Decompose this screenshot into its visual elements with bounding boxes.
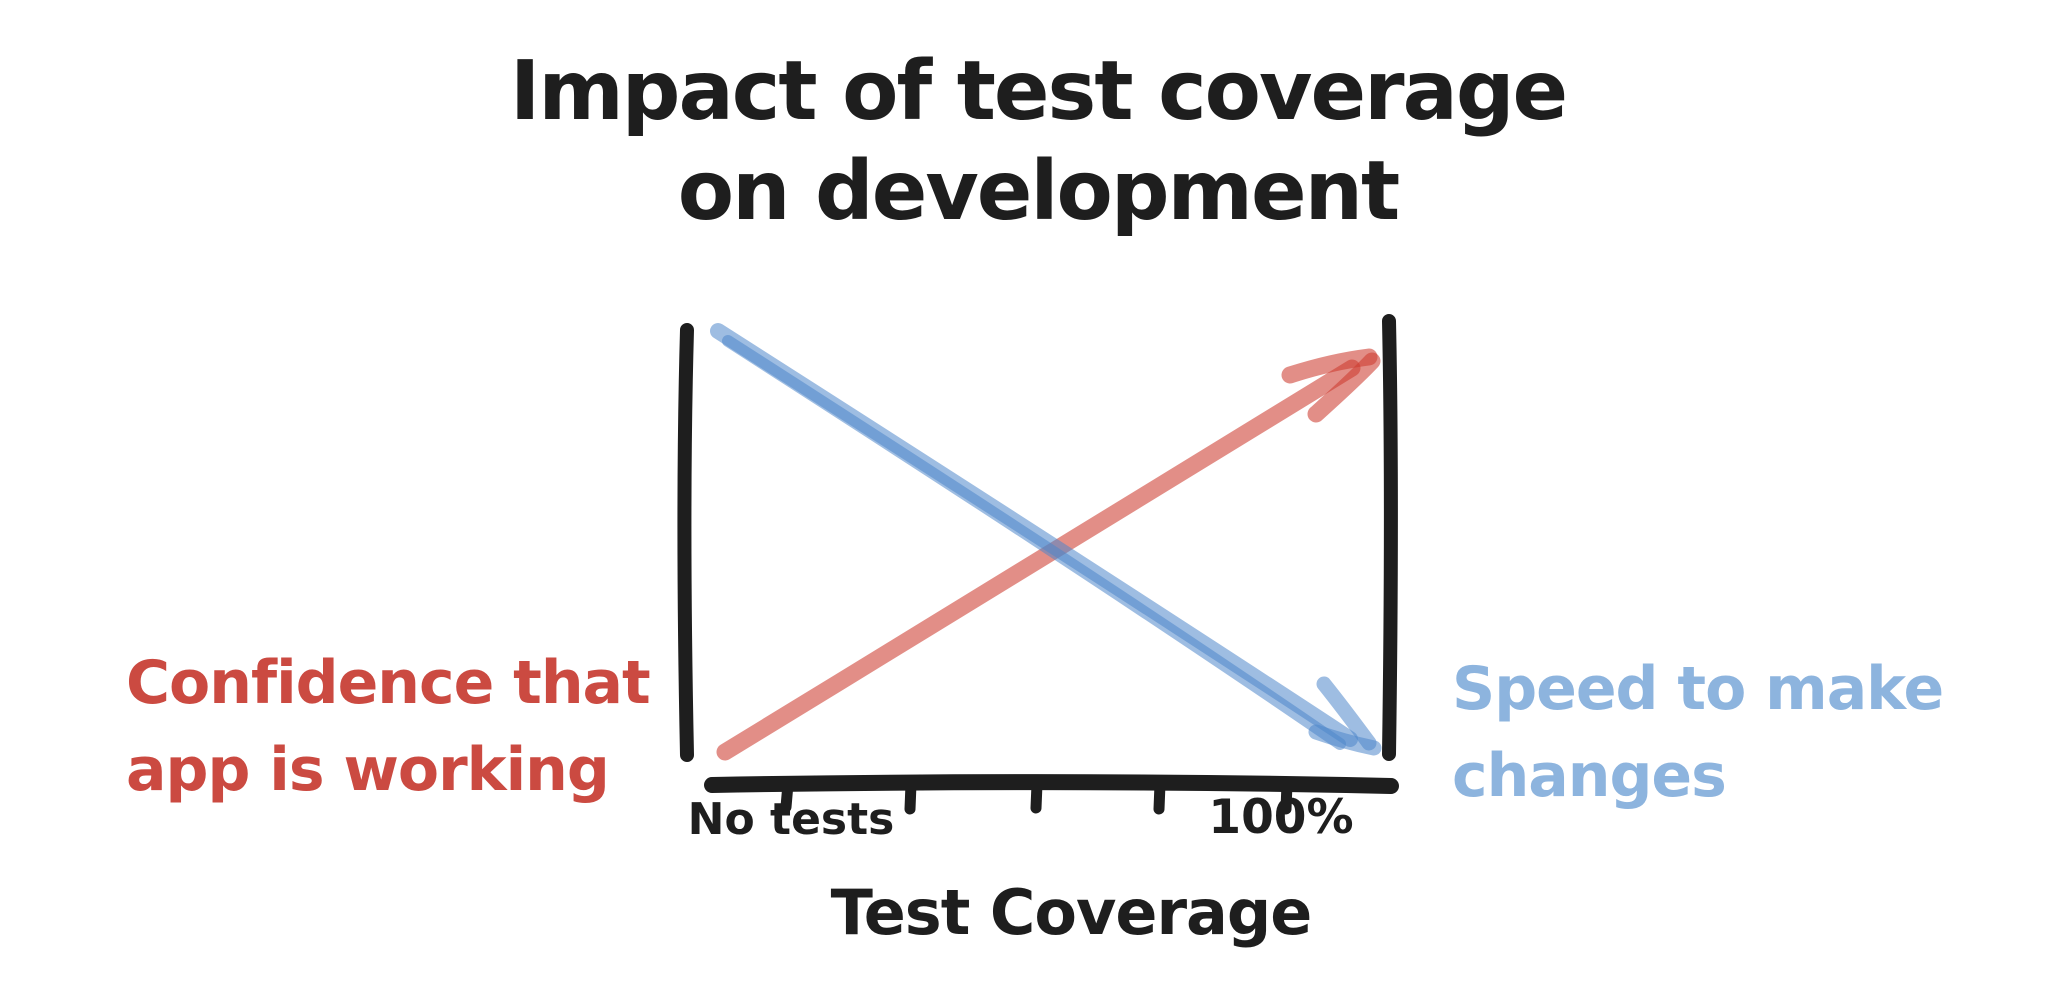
x-tick-1 (780, 778, 794, 813)
confidence-arrowhead-lower-barb (1307, 352, 1381, 423)
y-axis-right-line (1382, 314, 1398, 761)
x-tick-label-no-tests: No tests (687, 794, 895, 845)
confidence-series-label: Confidence that app is working (126, 640, 651, 814)
x-tick-label-100pct: 100% (1208, 790, 1354, 845)
confidence-series-label-line2: app is working (126, 735, 610, 805)
speed-line-second-stroke (722, 335, 1346, 750)
speed-series-label-line2: changes (1452, 741, 1727, 811)
y-axis-left-line (677, 323, 694, 762)
x-tick-4 (1153, 778, 1166, 815)
x-axis-ticks (780, 778, 1293, 815)
speed-line-group (710, 323, 1382, 756)
speed-series-label: Speed to make changes (1452, 646, 1944, 820)
chart-title: Impact of test coverage on development (14, 42, 2048, 242)
chart-title-line2: on development (677, 144, 1400, 240)
speed-arrowhead-upper-barb (1316, 676, 1377, 751)
x-tick-2 (904, 778, 917, 815)
x-tick-5 (1280, 778, 1293, 815)
axes-group (677, 314, 1399, 815)
speed-arrowhead-lower-barb (1308, 724, 1382, 756)
chart-title-line1: Impact of test coverage (509, 44, 1568, 139)
confidence-line-group (716, 348, 1381, 761)
confidence-series-label-line1: Confidence that (126, 648, 651, 718)
confidence-line (716, 359, 1361, 761)
confidence-arrowhead-upper-barb (1281, 348, 1378, 384)
x-axis-line (704, 774, 1399, 794)
speed-series-label-line1: Speed to make (1452, 654, 1944, 724)
x-axis-title: Test Coverage (830, 876, 1313, 949)
x-tick-3 (1030, 778, 1043, 814)
